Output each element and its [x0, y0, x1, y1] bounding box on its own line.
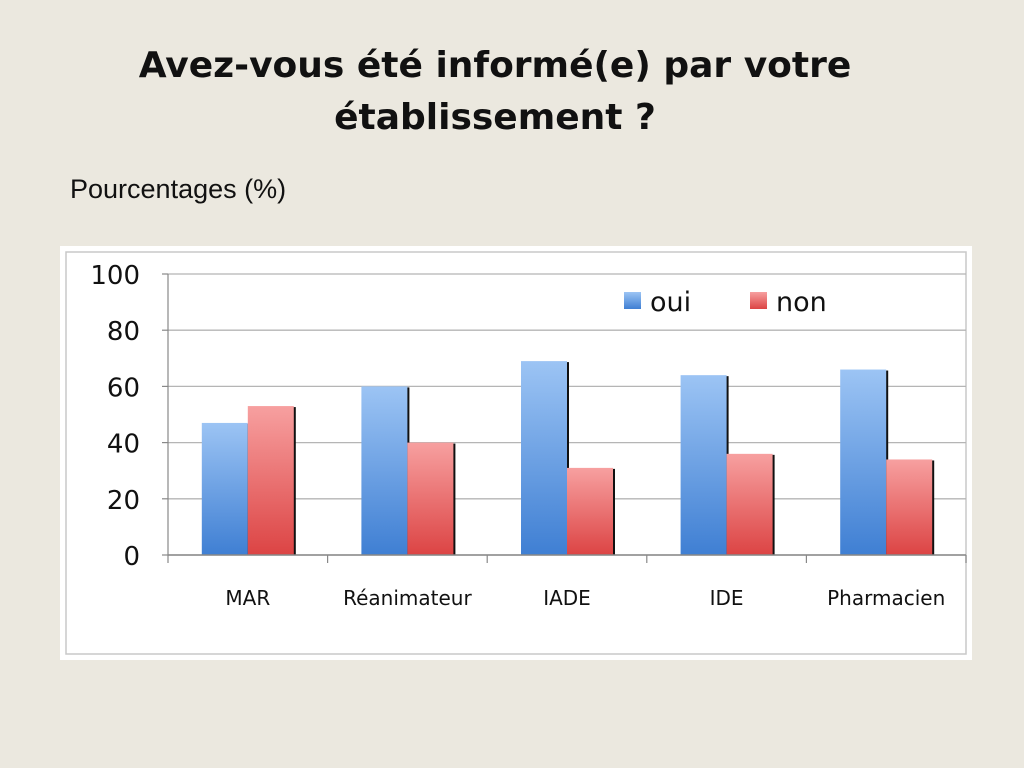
bar-oui	[521, 361, 567, 555]
bar-non	[886, 459, 933, 555]
bar-shadow	[452, 443, 456, 555]
bar-oui	[361, 386, 408, 555]
bar-chart: 0 20 40 60 80 100 MAR Réanimateur IADE IDE Pharmac…	[65, 251, 967, 655]
y-tick-label: 20	[107, 486, 140, 516]
bar-oui	[840, 369, 887, 555]
slide-title-line-2: établissement ?	[334, 97, 656, 138]
legend-label-non: non	[776, 287, 827, 318]
bar-non	[407, 442, 454, 555]
x-tick-label: Pharmacien	[827, 586, 945, 610]
chart-subtitle: Pourcentages (%)	[70, 174, 287, 204]
x-tick-label: MAR	[225, 586, 270, 610]
y-tick-label: 40	[107, 430, 140, 460]
x-tick-label: IADE	[543, 586, 591, 610]
bars	[201, 361, 935, 555]
bar-non	[726, 453, 773, 555]
bar-non	[247, 406, 294, 555]
bar-shadow	[931, 460, 935, 555]
x-tick-label: Réanimateur	[343, 586, 472, 610]
slide-title-line-1: Avez-vous été informé(e) par votre	[138, 45, 852, 86]
bar-shadow	[612, 468, 615, 555]
bar-oui	[201, 422, 248, 555]
chart-panel: 0 20 40 60 80 100 MAR Réanimateur IADE IDE Pharmac…	[60, 246, 972, 660]
bar-non	[567, 467, 613, 555]
bar-oui	[680, 375, 727, 555]
bar-shadow	[292, 407, 296, 555]
bar-shadow	[566, 362, 569, 555]
legend-swatch-non	[750, 292, 767, 309]
axes: 0 20 40 60 80 100 MAR Réanimateur IADE IDE Pharmac…	[90, 261, 967, 610]
legend: oui non	[624, 287, 827, 318]
legend-label-oui: oui	[650, 287, 691, 318]
bar-shadow	[771, 454, 775, 555]
plot-frame	[65, 251, 967, 655]
y-tick-label: 60	[107, 373, 140, 403]
x-tick-label: IDE	[710, 586, 744, 610]
y-tick-label: 100	[90, 261, 140, 291]
legend-swatch-oui	[624, 292, 641, 309]
y-tick-label: 0	[123, 542, 140, 572]
y-tick-label: 80	[107, 317, 140, 347]
slide-title: Avez-vous été informé(e) par votre établ…	[0, 40, 990, 144]
